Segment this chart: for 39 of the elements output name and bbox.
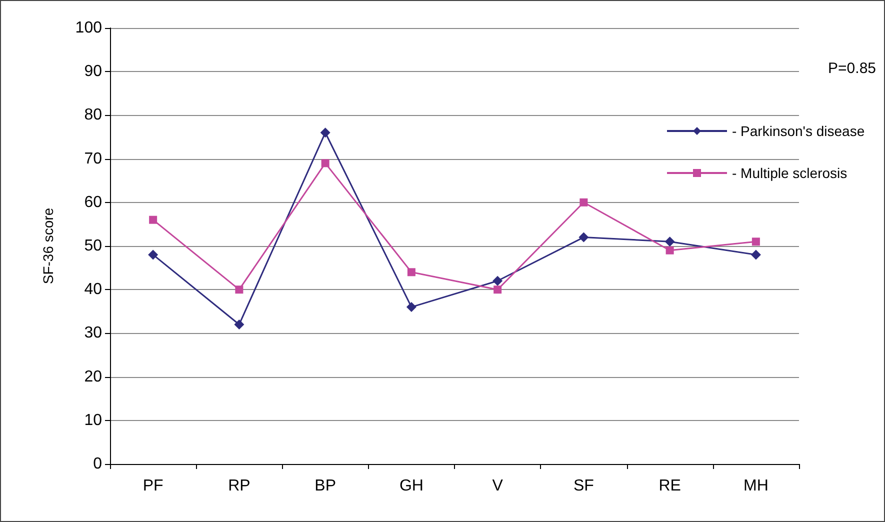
x-tick-label: RP [228,478,250,494]
point [578,232,589,242]
point [321,159,330,168]
x-tick-label: BP [314,478,336,494]
y-tick-label: 100 [75,20,102,36]
x-tick-label: RE [658,478,681,494]
y-tick-label: 70 [84,150,102,168]
y-axis-title: SF-36 score [40,208,56,284]
x-tick-label: MH [743,478,768,494]
point [494,286,502,294]
y-tick-label: 50 [84,238,102,254]
point [148,250,158,260]
y-tick-label: 60 [84,194,102,211]
point [664,236,675,247]
point [752,238,760,246]
point [492,276,503,286]
y-tick-label: 0 [93,456,102,472]
x-tick-label: PF [142,478,164,494]
point [407,268,416,276]
x-tick-label: SF [573,478,594,494]
legend-label: - Multiple sclerosis [732,165,848,181]
point [234,319,244,330]
y-tick-label: 30 [84,324,102,342]
point [149,216,158,224]
y-tick-label: 80 [84,106,102,124]
point [235,286,244,294]
point [406,302,416,312]
x-tick-label: GH [399,478,424,494]
y-tick-label: 40 [84,281,102,298]
point [580,198,588,206]
y-tick-label: 90 [84,63,102,80]
point [666,246,674,254]
point [750,250,761,260]
text: P=0.85 [828,60,876,77]
legend-label: - Parkinson's disease [732,123,865,139]
y-tick-label: 20 [84,368,102,386]
y-tick-label: 10 [84,412,102,429]
x-tick-label: V [492,478,504,494]
point [320,128,330,138]
